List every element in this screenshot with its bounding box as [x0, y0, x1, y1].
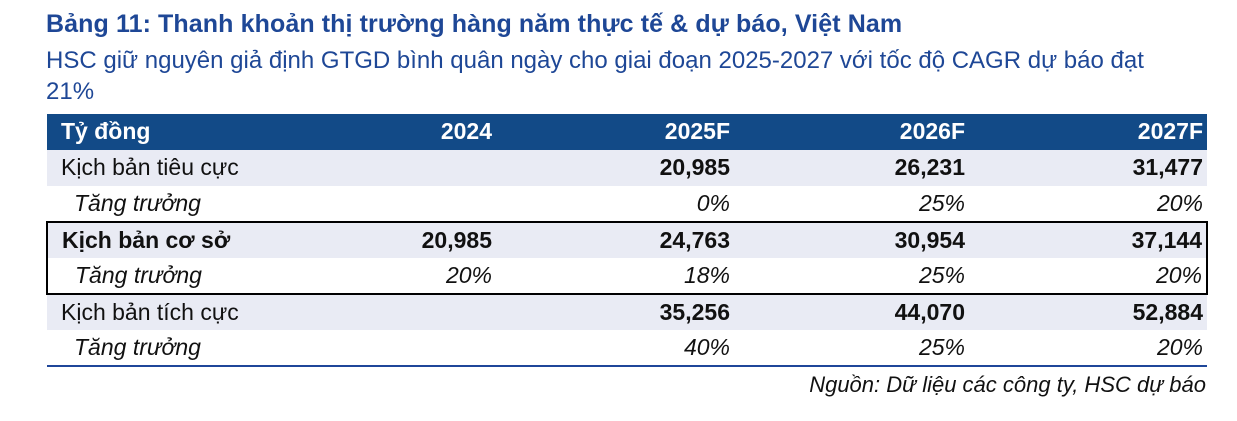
cell-value [307, 149, 496, 186]
row-label: Tăng trưởng [46, 257, 307, 295]
cell-value: 35,256 [496, 293, 734, 330]
report-page: Bảng 11: Thanh khoản thị trường hàng năm… [46, 10, 1208, 397]
cell-value: 44,070 [734, 293, 969, 330]
figure-title: Bảng 11: Thanh khoản thị trường hàng năm… [46, 10, 903, 38]
table-row-base-growth: Tăng trưởng 20% 18% 25% 20% [46, 257, 1208, 295]
cell-value: 18% [496, 257, 734, 295]
cell-value: 0% [496, 185, 734, 222]
cell-value: 20% [969, 329, 1207, 366]
row-label: Tăng trưởng [47, 329, 307, 366]
column-header-unit: Tỷ đồng [47, 113, 307, 150]
cell-value: 30,954 [734, 220, 969, 258]
cell-value: 25% [734, 329, 969, 366]
cell-value [307, 329, 496, 366]
table-row-base-scenario: Kịch bản cơ sở 20,985 24,763 30,954 37,1… [46, 220, 1208, 258]
cell-value [307, 185, 496, 222]
cell-value: 37,144 [969, 220, 1208, 258]
table-row-positive-scenario: Kịch bản tích cực 35,256 44,070 52,884 [47, 293, 1207, 330]
cell-value: 24,763 [496, 220, 734, 258]
table-row-negative-scenario: Kịch bản tiêu cực 20,985 26,231 31,477 [47, 149, 1207, 186]
row-label: Tăng trưởng [47, 185, 307, 222]
row-label: Kịch bản tiêu cực [47, 149, 307, 186]
cell-value: 40% [496, 329, 734, 366]
cell-value [307, 293, 496, 330]
column-header-2027f: 2027F [969, 113, 1207, 150]
cell-value: 20,985 [496, 149, 734, 186]
cell-value: 20% [969, 185, 1207, 222]
column-header-2025f: 2025F [496, 113, 734, 150]
figure-subtitle: HSC giữ nguyên giả định GTGD bình quân n… [46, 46, 1144, 105]
source-note: Nguồn: Dữ liệu các công ty, HSC dự báo [809, 371, 1206, 397]
cell-value: 20% [969, 257, 1208, 295]
column-header-2026f: 2026F [734, 113, 969, 150]
table-row-positive-growth: Tăng trưởng 40% 25% 20% [47, 329, 1207, 366]
column-header-2024: 2024 [307, 113, 496, 150]
cell-value: 31,477 [969, 149, 1207, 186]
row-label: Kịch bản cơ sở [46, 220, 307, 258]
cell-value: 52,884 [969, 293, 1207, 330]
table-header-row: Tỷ đồng 2024 2025F 2026F 2027F [47, 113, 1207, 150]
liquidity-forecast-table: Tỷ đồng 2024 2025F 2026F 2027F Kịch bản … [46, 113, 1208, 367]
row-label: Kịch bản tích cực [47, 293, 307, 330]
cell-value: 25% [734, 185, 969, 222]
cell-value: 25% [734, 257, 969, 295]
cell-value: 26,231 [734, 149, 969, 186]
cell-value: 20,985 [307, 220, 496, 258]
table-row-negative-growth: Tăng trưởng 0% 25% 20% [47, 185, 1207, 222]
cell-value: 20% [307, 257, 496, 295]
